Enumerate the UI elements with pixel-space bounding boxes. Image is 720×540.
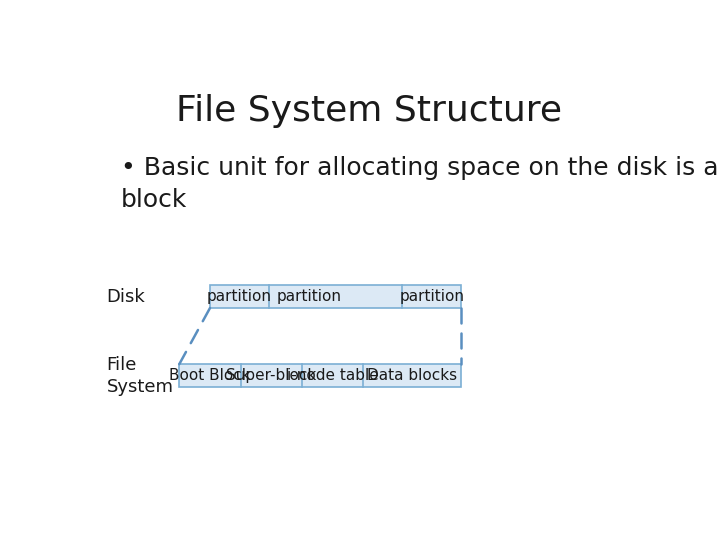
FancyBboxPatch shape (179, 364, 461, 387)
Text: Disk: Disk (107, 288, 145, 306)
Text: File
System: File System (107, 355, 174, 396)
Text: Boot Block: Boot Block (169, 368, 251, 383)
FancyBboxPatch shape (210, 285, 461, 308)
Text: Super-block: Super-block (226, 368, 317, 383)
Text: partition: partition (400, 289, 464, 304)
Text: partition: partition (207, 289, 271, 304)
Text: partition: partition (276, 289, 341, 304)
Text: File System Structure: File System Structure (176, 94, 562, 128)
Text: • Basic unit for allocating space on the disk is a
block: • Basic unit for allocating space on the… (121, 156, 718, 212)
Text: Data blocks: Data blocks (367, 368, 457, 383)
Text: i-node table: i-node table (287, 368, 379, 383)
